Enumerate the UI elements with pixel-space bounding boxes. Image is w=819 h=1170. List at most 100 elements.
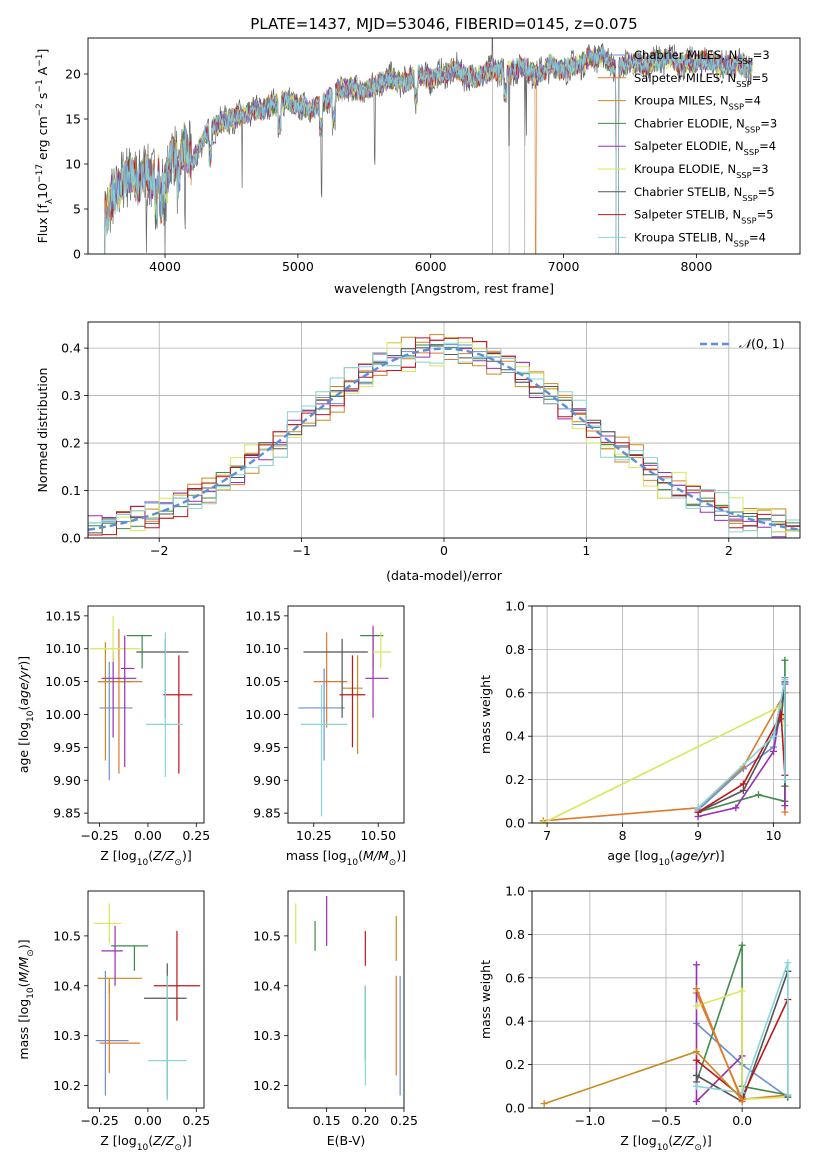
age-z-ytick-label: 10.05 [45, 674, 81, 689]
weight-age-ytick-label: 0.8 [505, 642, 525, 657]
weight-age-marker [732, 804, 740, 812]
plot-area [540, 941, 792, 1108]
plot-area [104, 38, 753, 254]
plot-area [539, 656, 789, 823]
weight-z-marker [692, 1071, 700, 1079]
residuals-ytick-label: 0.0 [61, 531, 81, 546]
age-mass-ytick-label: 9.90 [253, 773, 281, 788]
spectrum-ylabel: Flux [fλ10−17 erg cm−2 s−1 A−1] [35, 49, 55, 244]
weight-z-marker [738, 1097, 746, 1105]
mass-weight-vs-metallicity-panel: −1.0 −0.5 0.0 0.0 0.2 0.4 0.6 0.8 1.0 Z [log10(Z/… [478, 884, 801, 1153]
weight-age-series-0 [697, 677, 786, 811]
age-mass-xlabel: mass [log10(M/M⊙)] [286, 848, 406, 868]
mass-z-xtick-label: −0.25 [80, 1113, 118, 1128]
spectrum-xtick-label: 8000 [680, 259, 712, 274]
legend-entry: Chabrier ELODIE, NSSP=3 [634, 116, 777, 134]
weight-age-ytick-label: 0.6 [505, 685, 525, 700]
weight-z-series-3 [695, 964, 743, 1104]
mass-ebv-frame [287, 890, 405, 1109]
spectrum-xtick-label: 4000 [149, 259, 181, 274]
weight-z-series-4 [696, 989, 788, 1101]
weight-age-frame [531, 605, 801, 824]
spectrum-xtick-label: 6000 [415, 259, 447, 274]
residuals-ylabel: Normed distribution [35, 368, 50, 493]
age-z-xlabel: Z [log10(Z/Z⊙)] [100, 848, 191, 868]
weight-z-xlabel: Z [log10(Z/Z⊙)] [620, 1133, 711, 1153]
mass-z-ylabel: mass [log10(M/M⊙)] [16, 939, 36, 1059]
weight-z-ytick-label: 1.0 [505, 884, 525, 899]
weight-age-marker [770, 747, 778, 755]
weight-z-xtick-label: 0.0 [732, 1113, 752, 1128]
spectrum-ytick-label: 5 [73, 202, 81, 217]
weight-z-marker [738, 941, 746, 949]
age-z-xtick-label: 0.00 [134, 828, 162, 843]
mass-weight-vs-age-panel: 7 8 9 10 0.0 0.2 0.4 0.6 0.8 1.0 age [log10(age/yr… [478, 599, 801, 868]
age-z-ytick-label: 10.10 [45, 641, 81, 656]
age-z-ytick-label: 9.90 [53, 773, 81, 788]
legend-entry: Kroupa STELIB, NSSP=4 [634, 230, 766, 248]
figure-title: PLATE=1437, MJD=53046, FIBERID=0145, z=0… [250, 15, 637, 33]
weight-z-marker [784, 1091, 792, 1099]
weight-age-series-7 [697, 679, 786, 809]
plot-area [89, 615, 193, 781]
mass-z-xtick-label: 0.00 [134, 1113, 162, 1128]
weight-age-xtick-label: 8 [619, 828, 627, 843]
weight-age-ytick-label: 0.0 [505, 816, 525, 831]
age-z-xtick-label: −0.25 [80, 828, 118, 843]
legend-entry: Salpeter MILES, NSSP=5 [634, 71, 769, 89]
weight-z-marker [692, 1056, 700, 1064]
weight-z-ylabel: mass weight [478, 960, 493, 1039]
age-z-xtick-label: 0.25 [182, 828, 210, 843]
weight-age-marker [781, 656, 789, 664]
weight-age-series-6 [697, 711, 786, 813]
mass-vs-reddening-panel: 0.15 0.20 0.25 10.2 10.3 10.4 10.5 E(B-V) [253, 890, 418, 1148]
weight-age-marker [781, 808, 789, 816]
mass-ebv-xtick-label: 0.20 [351, 1113, 379, 1128]
legend-entry: Chabrier MILES, NSSP=3 [634, 48, 770, 66]
weight-z-ytick-label: 0.0 [505, 1101, 525, 1116]
residuals-xlabel: (data-model)/error [386, 568, 503, 583]
mass-ebv-ytick-label: 10.4 [253, 978, 281, 993]
weight-age-marker [539, 819, 547, 823]
residuals-ytick-label: 0.1 [61, 483, 81, 498]
spectrum-panel: 4000 5000 6000 7000 8000 0 5 10 15 20 wavelength [… [35, 37, 801, 296]
reference-legend-label: 𝒩(0, 1) [739, 336, 785, 351]
plot-area [298, 625, 392, 817]
mass-vs-metallicity-panel: −0.25 0.00 0.25 10.2 10.3 10.4 10.5 Z [log10(Z/… [16, 890, 210, 1153]
mass-ebv-ytick-label: 10.5 [253, 928, 281, 943]
weight-z-marker [738, 987, 746, 995]
histogram-series-8 [88, 342, 800, 538]
weight-z-ytick-label: 0.8 [505, 927, 525, 942]
weight-z-xtick-label: −0.5 [651, 1113, 681, 1128]
weight-z-series-7 [696, 962, 789, 1095]
legend-entry: Kroupa MILES, NSSP=4 [634, 94, 761, 112]
mass-ebv-ytick-label: 10.2 [253, 1078, 281, 1093]
weight-z-xtick-label: −1.0 [575, 1113, 605, 1128]
age-mass-ytick-label: 9.95 [253, 740, 281, 755]
residuals-xtick-label: 1 [582, 543, 590, 558]
residuals-ytick-label: 0.2 [61, 436, 81, 451]
spectrum-ytick-label: 0 [73, 247, 81, 262]
spectrum-series-7 [104, 46, 753, 254]
weight-z-ytick-label: 0.6 [505, 970, 525, 985]
spectrum-frame [87, 37, 801, 255]
age-vs-mass-panel: 10.25 10.50 9.85 9.90 9.95 10.00 10.05 10.10 10.… [245, 605, 406, 868]
weight-z-marker [692, 1002, 700, 1010]
residual-histogram-panel: −2 −1 0 1 2 0.0 0.1 0.2 0.3 0.4 𝒩(0, 1) (data-model… [35, 321, 801, 583]
weight-age-xtick-label: 7 [543, 828, 551, 843]
spectrum-xtick-label: 5000 [282, 259, 314, 274]
legend-entry: Kroupa ELODIE, NSSP=3 [634, 162, 769, 180]
mass-z-ytick-label: 10.5 [53, 928, 81, 943]
spectrum-ytick-label: 20 [65, 67, 81, 82]
age-mass-frame [287, 605, 405, 824]
weight-age-ytick-label: 0.4 [505, 729, 525, 744]
residuals-xtick-label: −2 [150, 543, 168, 558]
weight-age-marker [739, 780, 747, 788]
weight-age-xlabel: age [log10(age/yr)] [607, 848, 724, 868]
residuals-ytick-label: 0.4 [61, 341, 81, 356]
weight-age-marker [770, 732, 778, 740]
mass-z-ytick-label: 10.4 [53, 978, 81, 993]
weight-age-marker [781, 676, 789, 684]
legend-entry: Salpeter ELODIE, NSSP=4 [634, 139, 776, 157]
